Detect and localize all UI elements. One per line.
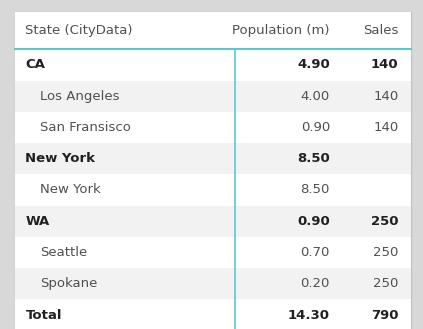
- Text: 4.00: 4.00: [301, 90, 330, 103]
- Text: CA: CA: [25, 59, 45, 71]
- FancyBboxPatch shape: [15, 81, 411, 112]
- FancyBboxPatch shape: [15, 49, 411, 81]
- Text: Seattle: Seattle: [40, 246, 88, 259]
- Text: Population (m): Population (m): [232, 24, 330, 37]
- Text: 8.50: 8.50: [297, 152, 330, 165]
- FancyBboxPatch shape: [15, 112, 411, 143]
- Text: Spokane: Spokane: [40, 277, 98, 290]
- FancyBboxPatch shape: [15, 12, 411, 49]
- Text: 0.90: 0.90: [301, 121, 330, 134]
- FancyBboxPatch shape: [15, 299, 411, 329]
- FancyBboxPatch shape: [15, 174, 411, 206]
- Text: San Fransisco: San Fransisco: [40, 121, 131, 134]
- FancyBboxPatch shape: [15, 237, 411, 268]
- Text: 250: 250: [373, 277, 398, 290]
- Text: 140: 140: [373, 121, 398, 134]
- Text: 140: 140: [373, 90, 398, 103]
- Text: WA: WA: [25, 215, 49, 228]
- Text: 0.20: 0.20: [300, 277, 330, 290]
- Text: State (CityData): State (CityData): [25, 24, 133, 37]
- Text: New York: New York: [40, 184, 101, 196]
- Text: 790: 790: [371, 309, 398, 321]
- FancyBboxPatch shape: [15, 206, 411, 237]
- Text: 14.30: 14.30: [288, 309, 330, 321]
- FancyBboxPatch shape: [15, 143, 411, 174]
- Text: Los Angeles: Los Angeles: [40, 90, 120, 103]
- Text: Sales: Sales: [363, 24, 398, 37]
- Text: 0.90: 0.90: [297, 215, 330, 228]
- FancyBboxPatch shape: [15, 12, 411, 329]
- Text: 8.50: 8.50: [300, 184, 330, 196]
- Text: 250: 250: [373, 246, 398, 259]
- Text: New York: New York: [25, 152, 95, 165]
- Text: 0.70: 0.70: [300, 246, 330, 259]
- Text: 140: 140: [371, 59, 398, 71]
- FancyBboxPatch shape: [15, 268, 411, 299]
- Text: 250: 250: [371, 215, 398, 228]
- Text: Total: Total: [25, 309, 62, 321]
- Text: 4.90: 4.90: [297, 59, 330, 71]
